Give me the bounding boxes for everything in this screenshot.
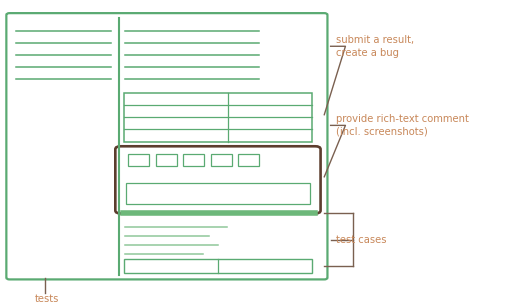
Bar — [156, 154, 177, 167]
Bar — [124, 92, 312, 142]
Text: tests: tests — [34, 294, 59, 304]
Text: test cases: test cases — [336, 235, 386, 245]
Bar — [183, 154, 204, 167]
Bar — [128, 154, 149, 167]
Bar — [126, 183, 310, 204]
Text: submit a result,
create a bug: submit a result, create a bug — [336, 35, 414, 58]
Bar — [211, 154, 232, 167]
Text: provide rich-text comment
(incl. screenshots): provide rich-text comment (incl. screens… — [336, 114, 469, 137]
Bar — [124, 259, 312, 273]
Bar — [238, 154, 259, 167]
